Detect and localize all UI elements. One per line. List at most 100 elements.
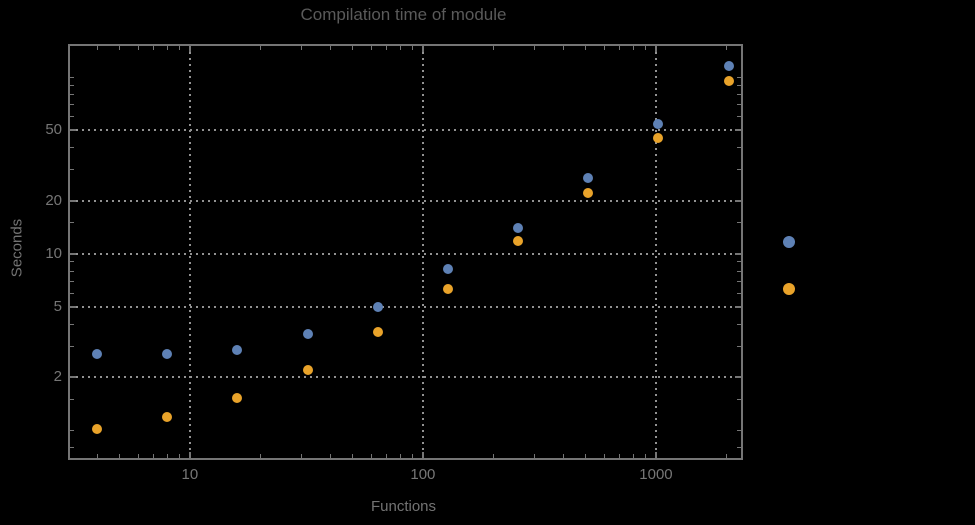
y-tick-label: 2	[53, 368, 62, 386]
legend	[783, 236, 803, 306]
y-tick-label: 20	[45, 191, 62, 209]
data-point-series-2-orange	[92, 424, 103, 435]
y-major-tick	[70, 199, 76, 202]
y-minor-tick	[70, 270, 74, 272]
data-point-series-1-blue	[442, 264, 453, 275]
x-major-tick-top	[654, 46, 657, 52]
y-tick-label: 5	[53, 298, 62, 316]
y-minor-tick-right	[737, 323, 741, 325]
x-minor-tick	[492, 454, 494, 458]
y-minor-tick	[70, 93, 74, 95]
data-point-series-1-blue	[372, 302, 383, 313]
x-major-tick-top	[421, 46, 424, 52]
gridline-vertical	[188, 46, 191, 458]
y-minor-tick	[70, 84, 74, 86]
data-point-series-2-orange	[372, 327, 383, 338]
x-minor-tick-top	[619, 46, 621, 50]
x-minor-tick-top	[632, 46, 634, 50]
data-point-series-2-orange	[442, 284, 453, 295]
x-minor-tick	[533, 454, 535, 458]
data-point-series-1-blue	[92, 349, 103, 360]
legend-marker-dot	[783, 236, 795, 248]
y-minor-tick	[70, 447, 74, 449]
x-minor-tick-top	[562, 46, 564, 50]
data-point-series-1-blue	[583, 172, 594, 183]
y-minor-tick	[70, 292, 74, 294]
x-minor-tick-top	[585, 46, 587, 50]
gridline-horizontal	[70, 129, 741, 132]
y-minor-tick-right	[737, 447, 741, 449]
data-point-series-1-blue	[232, 345, 243, 356]
y-minor-tick-right	[737, 292, 741, 294]
data-point-series-2-orange	[653, 133, 664, 144]
x-minor-tick	[153, 454, 155, 458]
data-point-series-2-orange	[232, 393, 243, 404]
y-minor-tick-right	[737, 261, 741, 263]
y-minor-tick-right	[737, 104, 741, 105]
x-tick-label: 100	[410, 466, 436, 483]
y-minor-tick	[70, 261, 74, 263]
x-minor-tick-top	[411, 46, 413, 50]
x-minor-tick	[166, 454, 168, 458]
gridline-vertical	[654, 46, 657, 458]
gridline-horizontal	[70, 199, 741, 202]
x-minor-tick-top	[153, 46, 155, 50]
y-major-tick-right	[735, 376, 741, 379]
gridline-horizontal	[70, 376, 741, 379]
x-minor-tick-top	[533, 46, 535, 50]
data-point-series-1-blue	[162, 349, 173, 360]
x-minor-tick-top	[644, 46, 646, 50]
x-minor-tick	[603, 454, 605, 458]
y-minor-tick-right	[737, 345, 741, 347]
x-axis-label: Functions	[370, 498, 437, 515]
plot-area: 10 100 1000 2 5 10 20 50	[45, 44, 743, 483]
x-major-tick-top	[188, 46, 191, 52]
y-minor-tick	[70, 222, 74, 224]
x-minor-tick	[411, 454, 413, 458]
data-point-series-1-blue	[513, 223, 524, 234]
y-major-tick-right	[735, 129, 741, 132]
x-minor-tick	[632, 454, 634, 458]
x-minor-tick-top	[166, 46, 168, 50]
x-minor-tick	[386, 454, 388, 458]
y-minor-tick-right	[737, 169, 741, 171]
x-major-tick	[188, 452, 191, 458]
x-tick-label: 1000	[639, 466, 673, 483]
y-minor-tick-right	[737, 84, 741, 86]
x-minor-tick-top	[329, 46, 331, 50]
y-minor-tick-right	[737, 222, 741, 224]
x-minor-tick	[119, 454, 121, 458]
x-minor-tick	[562, 454, 564, 458]
x-minor-tick	[96, 454, 98, 458]
y-minor-tick	[70, 146, 74, 148]
y-minor-tick-right	[737, 93, 741, 95]
x-minor-tick	[399, 454, 401, 458]
legend-marker-dot	[783, 283, 795, 295]
x-minor-tick	[300, 454, 302, 458]
y-minor-tick	[70, 323, 74, 325]
data-point-series-2-orange	[162, 411, 173, 422]
x-minor-tick	[137, 454, 139, 458]
y-minor-tick	[70, 430, 74, 432]
y-minor-tick-right	[737, 76, 741, 78]
y-minor-tick	[70, 398, 74, 400]
y-major-tick	[70, 306, 76, 309]
x-minor-tick	[619, 454, 621, 458]
y-minor-tick-right	[737, 146, 741, 148]
x-minor-tick-top	[725, 46, 727, 50]
y-minor-tick	[70, 345, 74, 347]
gridline-horizontal	[70, 252, 741, 255]
y-minor-tick-right	[737, 398, 741, 400]
x-major-tick	[421, 452, 424, 458]
y-minor-tick-right	[737, 430, 741, 432]
x-minor-tick-top	[399, 46, 401, 50]
y-major-tick-right	[735, 252, 741, 255]
x-tick-label: 10	[181, 466, 199, 483]
x-minor-tick-top	[492, 46, 494, 50]
gridline-horizontal	[70, 306, 741, 309]
y-tick-label: 10	[45, 244, 62, 262]
y-axis-label: Seconds	[8, 218, 26, 278]
y-tick-label: 50	[45, 121, 62, 139]
y-minor-tick	[70, 280, 74, 282]
